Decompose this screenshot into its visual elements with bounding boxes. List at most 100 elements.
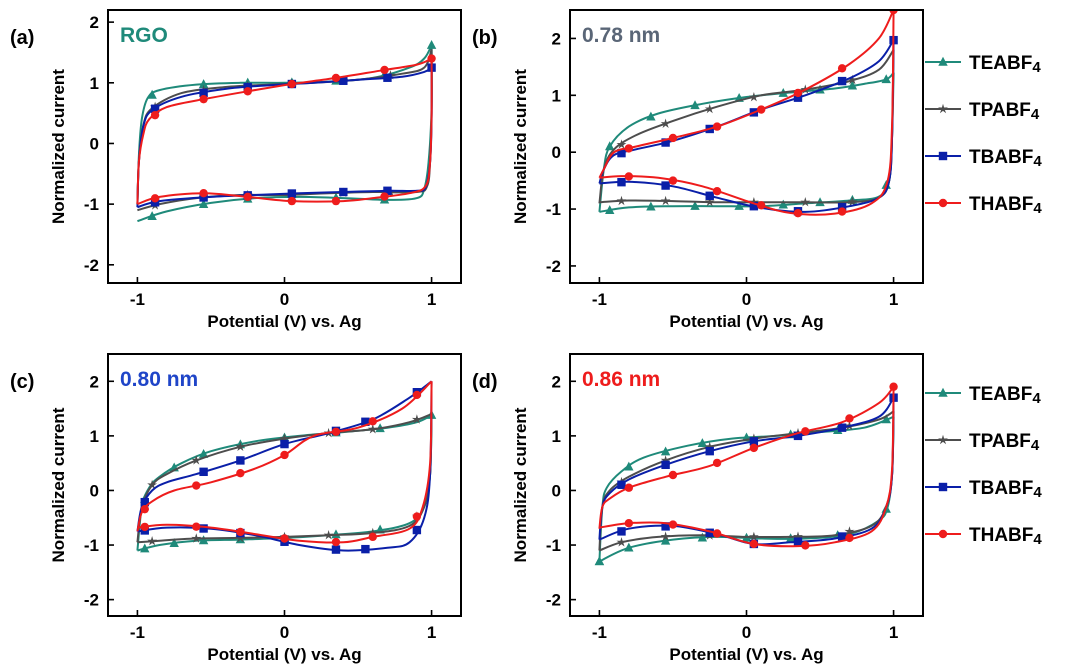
x-axis-label: Potential (V) vs. Ag — [207, 312, 361, 331]
point-THABF4 — [845, 414, 854, 423]
y-tick-label: -2 — [546, 591, 561, 610]
point-TBABF4 — [199, 524, 208, 533]
y-tick-label: 2 — [552, 29, 561, 48]
point-THABF4 — [668, 176, 678, 185]
point-TPABF4 — [147, 536, 158, 546]
series-line-lower-TEABF4 — [599, 72, 895, 213]
point-TEABF4 — [169, 538, 179, 547]
legend-item-TEABF4: TEABF4 — [925, 384, 1041, 407]
x-tick-label: 0 — [280, 290, 289, 309]
series-line-lower-THABF4 — [137, 381, 433, 544]
point-THABF4 — [749, 539, 759, 549]
point-TPABF4 — [844, 526, 855, 536]
legend-item-THABF4: THABF4 — [925, 194, 1042, 217]
legend-item-TBABF4: TBABF4 — [925, 478, 1042, 501]
point-TPABF4 — [191, 455, 202, 465]
point-TPABF4 — [660, 455, 671, 465]
legend-label: TEABF4 — [969, 53, 1041, 76]
x-tick-label: 0 — [280, 623, 289, 642]
series-line-upper-TEABF4 — [136, 44, 433, 205]
y-tick-label: 2 — [90, 372, 99, 391]
series-line-lower-TPABF4 — [137, 49, 433, 212]
point-THABF4 — [192, 522, 201, 531]
point-TPABF4 — [367, 424, 378, 434]
legend-top: TEABF4 TPABF4 TBABF4 THABF4 — [925, 53, 1042, 217]
point-THABF4 — [801, 541, 810, 550]
point-THABF4 — [749, 443, 759, 453]
legend-label: THABF4 — [969, 525, 1042, 548]
series-line-upper-TEABF4 — [598, 415, 894, 562]
point-THABF4 — [427, 54, 436, 63]
point-TBABF4 — [617, 527, 626, 536]
point-TBABF4 — [140, 497, 149, 507]
y-tick-label: -2 — [84, 591, 99, 610]
y-axis-label: Normalized current — [511, 407, 530, 562]
point-THABF4 — [845, 533, 854, 543]
point-TPABF4 — [616, 195, 627, 206]
series-group — [136, 39, 437, 223]
point-TPABF4 — [800, 197, 811, 207]
point-TPABF4 — [660, 531, 671, 541]
point-THABF4 — [380, 192, 389, 201]
point-THABF4 — [712, 529, 722, 538]
x-tick-label: 0 — [742, 623, 751, 642]
legend-item-THABF4: THABF4 — [925, 525, 1042, 548]
series-line-upper-TPABF4 — [598, 49, 895, 204]
series-line-lower-THABF4 — [599, 10, 895, 216]
point-TPABF4 — [704, 196, 715, 207]
point-TBABF4 — [705, 528, 714, 537]
legend-item-TPABF4: TPABF4 — [925, 100, 1040, 123]
series-line-lower-TBABF4 — [137, 67, 433, 209]
point-TBABF4 — [837, 423, 847, 432]
panel-title: 0.78 nm — [582, 24, 660, 47]
legend-marker — [938, 56, 948, 66]
point-TBABF4 — [339, 187, 348, 197]
point-TPABF4 — [793, 531, 803, 541]
point-TPABF4 — [235, 441, 246, 451]
legend-item-TBABF4: TBABF4 — [925, 147, 1042, 170]
point-TEABF4 — [426, 39, 437, 49]
panel-label: (b) — [472, 27, 498, 49]
point-TBABF4 — [339, 76, 348, 85]
point-THABF4 — [140, 504, 149, 514]
point-TEABF4 — [690, 100, 700, 110]
point-THABF4 — [837, 64, 847, 73]
point-TPABF4 — [411, 414, 422, 424]
legend-marker — [938, 387, 948, 397]
point-TPABF4 — [235, 532, 246, 543]
point-THABF4 — [287, 79, 297, 89]
point-THABF4 — [668, 520, 678, 529]
point-TEABF4 — [697, 532, 708, 542]
point-TBABF4 — [243, 82, 252, 92]
x-axis-label: Potential (V) vs. Ag — [669, 645, 823, 664]
point-TEABF4 — [198, 535, 209, 545]
point-TBABF4 — [837, 532, 847, 541]
y-tick-label: 0 — [90, 134, 99, 153]
x-tick-label: -1 — [130, 290, 145, 309]
point-TPABF4 — [660, 195, 671, 206]
point-THABF4 — [280, 450, 289, 460]
point-TEABF4 — [646, 111, 656, 121]
legend-item-TEABF4: TEABF4 — [925, 53, 1041, 76]
point-TEABF4 — [147, 211, 157, 220]
point-TEABF4 — [847, 80, 858, 90]
point-THABF4 — [624, 519, 634, 528]
point-TEABF4 — [624, 542, 634, 552]
point-TEABF4 — [331, 529, 341, 539]
point-TEABF4 — [697, 438, 708, 448]
panel-title: RGO — [120, 24, 168, 47]
legend-label: THABF4 — [969, 194, 1042, 217]
point-TPABF4 — [279, 433, 290, 443]
point-THABF4 — [712, 186, 722, 196]
point-TPABF4 — [323, 530, 334, 540]
point-THABF4 — [837, 207, 847, 216]
legend-label: TEABF4 — [969, 384, 1041, 407]
point-TPABF4 — [616, 139, 627, 149]
series-group — [598, 10, 898, 218]
point-TBABF4 — [383, 186, 392, 195]
point-TPABF4 — [748, 197, 759, 207]
legend-label: TBABF4 — [969, 478, 1042, 501]
point-TBABF4 — [661, 138, 670, 147]
x-tick-label: -1 — [592, 290, 607, 309]
